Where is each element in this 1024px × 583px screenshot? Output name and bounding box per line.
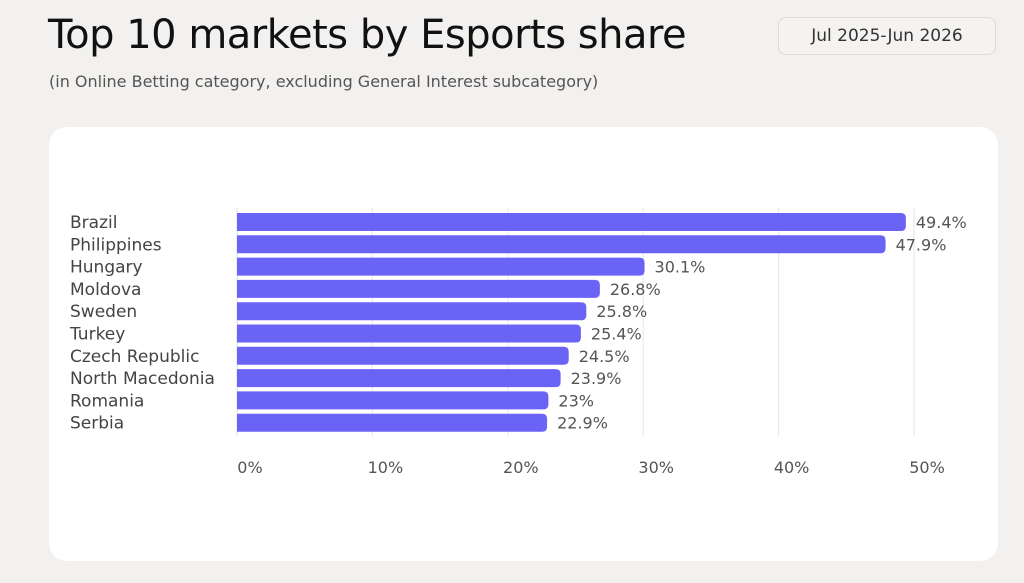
category-label: Serbia xyxy=(70,414,124,434)
bar xyxy=(237,302,587,321)
x-tick-label: 20% xyxy=(503,458,539,477)
data-label: 24.5% xyxy=(579,347,630,366)
data-label: 30.1% xyxy=(655,258,706,277)
page-subtitle: (in Online Betting category, excluding G… xyxy=(49,72,599,91)
data-label: 47.9% xyxy=(896,235,947,254)
data-label: 23% xyxy=(558,391,594,410)
bar xyxy=(237,369,561,388)
bar xyxy=(237,346,569,365)
chart-card xyxy=(49,127,998,561)
bar xyxy=(237,279,600,298)
category-label: Sweden xyxy=(70,302,137,322)
x-tick-label: 40% xyxy=(774,458,810,477)
data-label: 25.4% xyxy=(591,325,642,344)
page-title: Top 10 markets by Esports share xyxy=(48,12,687,58)
date-range-button[interactable]: Jul 2025-Jun 2026 xyxy=(778,17,996,55)
category-label: North Macedonia xyxy=(70,369,215,389)
x-tick-label: 10% xyxy=(368,458,404,477)
data-label: 49.4% xyxy=(916,213,967,232)
bar xyxy=(237,324,581,343)
category-label: Moldova xyxy=(70,280,141,300)
x-tick-label: 50% xyxy=(909,458,945,477)
bar xyxy=(237,257,645,276)
bar xyxy=(237,235,886,254)
category-label: Czech Republic xyxy=(70,347,199,367)
bar xyxy=(237,391,549,410)
bar xyxy=(237,413,548,432)
category-label: Romania xyxy=(70,391,144,411)
data-label: 25.8% xyxy=(596,302,647,321)
data-label: 22.9% xyxy=(557,414,608,433)
category-label: Philippines xyxy=(70,235,162,255)
x-tick-label: 0% xyxy=(237,458,262,477)
category-label: Turkey xyxy=(69,325,125,345)
bar xyxy=(237,213,906,231)
data-label: 26.8% xyxy=(610,280,661,299)
category-label: Hungary xyxy=(70,258,143,278)
category-label: Brazil xyxy=(70,213,117,233)
data-label: 23.9% xyxy=(571,369,622,388)
x-tick-label: 30% xyxy=(638,458,674,477)
